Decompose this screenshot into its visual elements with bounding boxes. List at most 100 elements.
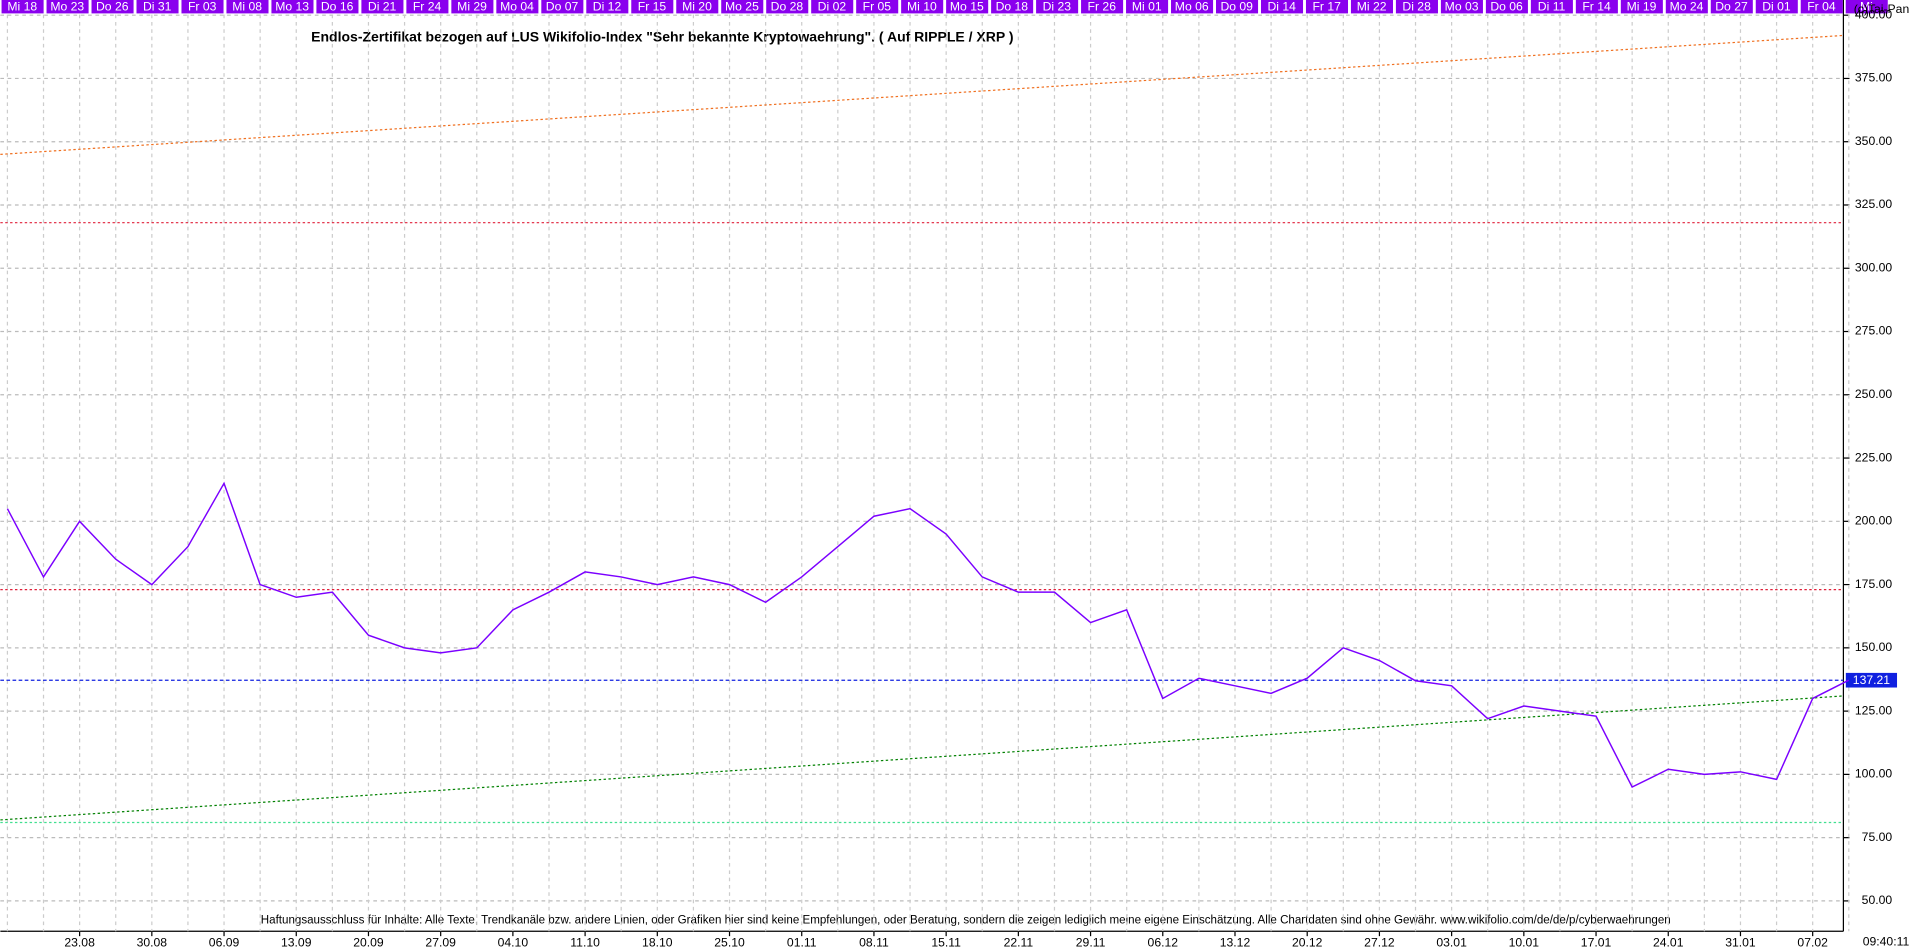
x-tick-label: 06.09 [209, 936, 240, 950]
x-tick-label: 07.02 [1797, 936, 1828, 950]
top-label: Mi 29 [457, 0, 487, 14]
y-tick-label: 200.00 [1855, 514, 1892, 528]
footnote: Haftungsausschluss für Inhalte: Alle Tex… [261, 914, 1671, 926]
x-tick-label: 08.11 [859, 936, 889, 950]
top-label: Di 21 [368, 0, 397, 14]
y-tick-label: 75.00 [1862, 830, 1893, 844]
top-label-box [856, 0, 899, 14]
top-label-box [181, 0, 224, 14]
top-label: Mi 01 [1132, 0, 1162, 14]
top-label: Mo 15 [950, 0, 984, 14]
top-label: Di 02 [818, 0, 847, 14]
top-label-box [1126, 0, 1169, 14]
top-label-box [451, 0, 494, 14]
top-label-box [1395, 0, 1438, 14]
top-label: Mi 20 [682, 0, 712, 14]
x-tick-label: 17.01 [1581, 936, 1612, 950]
chart-title: Endlos-Zertifikat bezogen auf LUS Wikifo… [311, 28, 1013, 44]
top-label-box [1575, 0, 1618, 14]
last-value-box [1845, 672, 1898, 688]
top-label: Do 18 [996, 0, 1029, 14]
top-label-box [676, 0, 719, 14]
top-label: Mo 06 [1175, 0, 1209, 14]
top-label: Mi 08 [232, 0, 262, 14]
top-label-box [271, 0, 314, 14]
top-label: Do 28 [771, 0, 804, 14]
top-label: Do 27 [1715, 0, 1748, 14]
top-label-box [1036, 0, 1079, 14]
top-label-box [1485, 0, 1528, 14]
top-label: Do 07 [546, 0, 579, 14]
y-tick-label: 325.00 [1855, 197, 1892, 211]
x-tick-label: 04.10 [498, 936, 529, 950]
y-tick-label: 250.00 [1855, 387, 1892, 401]
top-label-box [631, 0, 674, 14]
top-label: Mi 18 [7, 0, 37, 14]
top-label-box [496, 0, 539, 14]
y-tick-label: 375.00 [1855, 71, 1892, 85]
top-label: Mi 19 [1627, 0, 1657, 14]
y-tick-label: 175.00 [1855, 577, 1892, 591]
top-label-box [1755, 0, 1798, 14]
top-label: Fr 26 [1088, 0, 1117, 14]
top-label-box [586, 0, 629, 14]
top-label: Mo 03 [1445, 0, 1479, 14]
top-label: Fr 14 [1582, 0, 1611, 14]
top-label: Mo 13 [275, 0, 309, 14]
x-tick-label: 10.01 [1509, 936, 1540, 950]
x-tick-label: 03.01 [1436, 936, 1467, 950]
top-label-box [541, 0, 584, 14]
y-tick-label: 275.00 [1855, 324, 1892, 338]
x-tick-label: 30.08 [137, 936, 168, 950]
x-tick-label: 29.11 [1076, 936, 1106, 950]
x-tick-label: 20.12 [1292, 936, 1323, 950]
top-label: Di 23 [1043, 0, 1072, 14]
top-label: Mo 24 [1670, 0, 1704, 14]
top-label: Mo 04 [500, 0, 534, 14]
top-label: Do 09 [1220, 0, 1253, 14]
top-label-box [91, 0, 134, 14]
top-label-box [811, 0, 854, 14]
x-tick-label: 18.10 [642, 936, 673, 950]
x-tick-label: 25.10 [714, 936, 745, 950]
y-tick-label: 350.00 [1855, 134, 1892, 148]
top-label: Fr 24 [413, 0, 442, 14]
trendline [0, 34, 1844, 155]
top-label-box [766, 0, 809, 14]
top-label-box [226, 0, 269, 14]
x-tick-label: 13.09 [281, 936, 312, 950]
top-label-box [1800, 0, 1843, 14]
top-label: Do 26 [96, 0, 129, 14]
top-label-box [361, 0, 404, 14]
top-label: Fr 03 [188, 0, 217, 14]
top-label: Fr 15 [638, 0, 667, 14]
top-label: Mo 25 [725, 0, 759, 14]
top-label: Mo 23 [50, 0, 84, 14]
y-tick-label: 100.00 [1855, 767, 1892, 781]
top-label-box [1, 0, 44, 14]
top-label-box [1845, 0, 1888, 14]
y-tick-label: 150.00 [1855, 640, 1892, 654]
y-tick-label: 300.00 [1855, 260, 1892, 274]
y-tick-label: 225.00 [1855, 450, 1892, 464]
top-label: Mi 10 [907, 0, 937, 14]
top-label-box [1171, 0, 1214, 14]
x-tick-label: 15.11 [931, 936, 961, 950]
top-label-box [136, 0, 179, 14]
top-label-box [1665, 0, 1708, 14]
trendline [0, 695, 1844, 821]
top-label: Di 11 [1538, 0, 1566, 14]
x-tick-label: 13.12 [1220, 936, 1251, 950]
top-label: Di 12 [593, 0, 622, 14]
x-tick-label: 27.12 [1364, 936, 1395, 950]
top-label-box [1440, 0, 1483, 14]
top-label-box [1710, 0, 1753, 14]
top-bar: Mi 18 Mo 23 Do 26 Di 31 Fr 03 Mi 08 Mo 13 Do 16… [1, 0, 1888, 14]
top-label: Fr 17 [1312, 0, 1341, 14]
top-label-box [1260, 0, 1304, 14]
top-label-box [1305, 0, 1349, 14]
